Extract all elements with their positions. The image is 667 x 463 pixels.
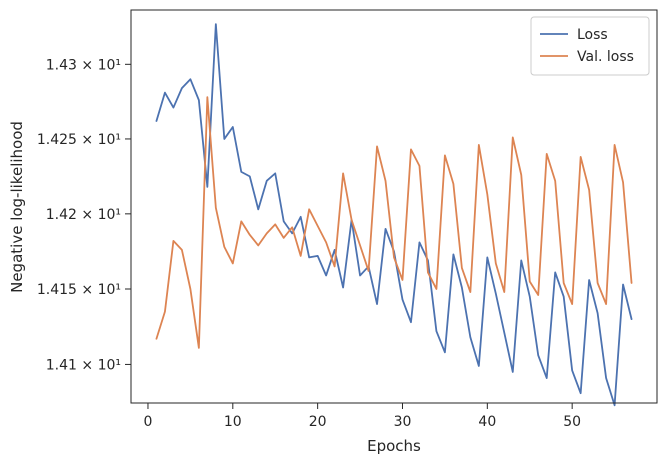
x-tick-label: 40 <box>478 414 496 430</box>
y-tick-label: 1.415 × 10¹ <box>37 282 121 298</box>
y-tick-label: 1.43 × 10¹ <box>46 57 121 73</box>
x-tick-label: 30 <box>394 414 412 430</box>
y-axis-ticks: 1.41 × 10¹ 1.415 × 10¹ 1.42 × 10¹ 1.425 × 1… <box>37 57 131 373</box>
y-tick-label: 1.425 × 10¹ <box>37 132 121 148</box>
x-axis-label: Epochs <box>367 437 421 455</box>
x-axis-ticks: 0 10 20 30 40 50 <box>144 403 581 430</box>
x-tick-label: 50 <box>563 414 581 430</box>
legend: Loss Val. loss <box>530 16 650 76</box>
y-axis-label: Negative log-likelihood <box>8 121 26 293</box>
y-tick-label: 1.42 × 10¹ <box>46 207 121 223</box>
x-tick-label: 10 <box>224 414 242 430</box>
legend-label-loss: Loss <box>577 27 608 43</box>
series-layer <box>155 23 633 407</box>
series-line-val-loss <box>155 96 633 349</box>
x-tick-label: 20 <box>309 414 327 430</box>
legend-label-val-loss: Val. loss <box>577 49 634 65</box>
plot-frame <box>130 9 658 404</box>
x-tick-label: 0 <box>144 414 153 430</box>
legend-box <box>530 16 650 76</box>
y-tick-label: 1.41 × 10¹ <box>46 357 121 373</box>
